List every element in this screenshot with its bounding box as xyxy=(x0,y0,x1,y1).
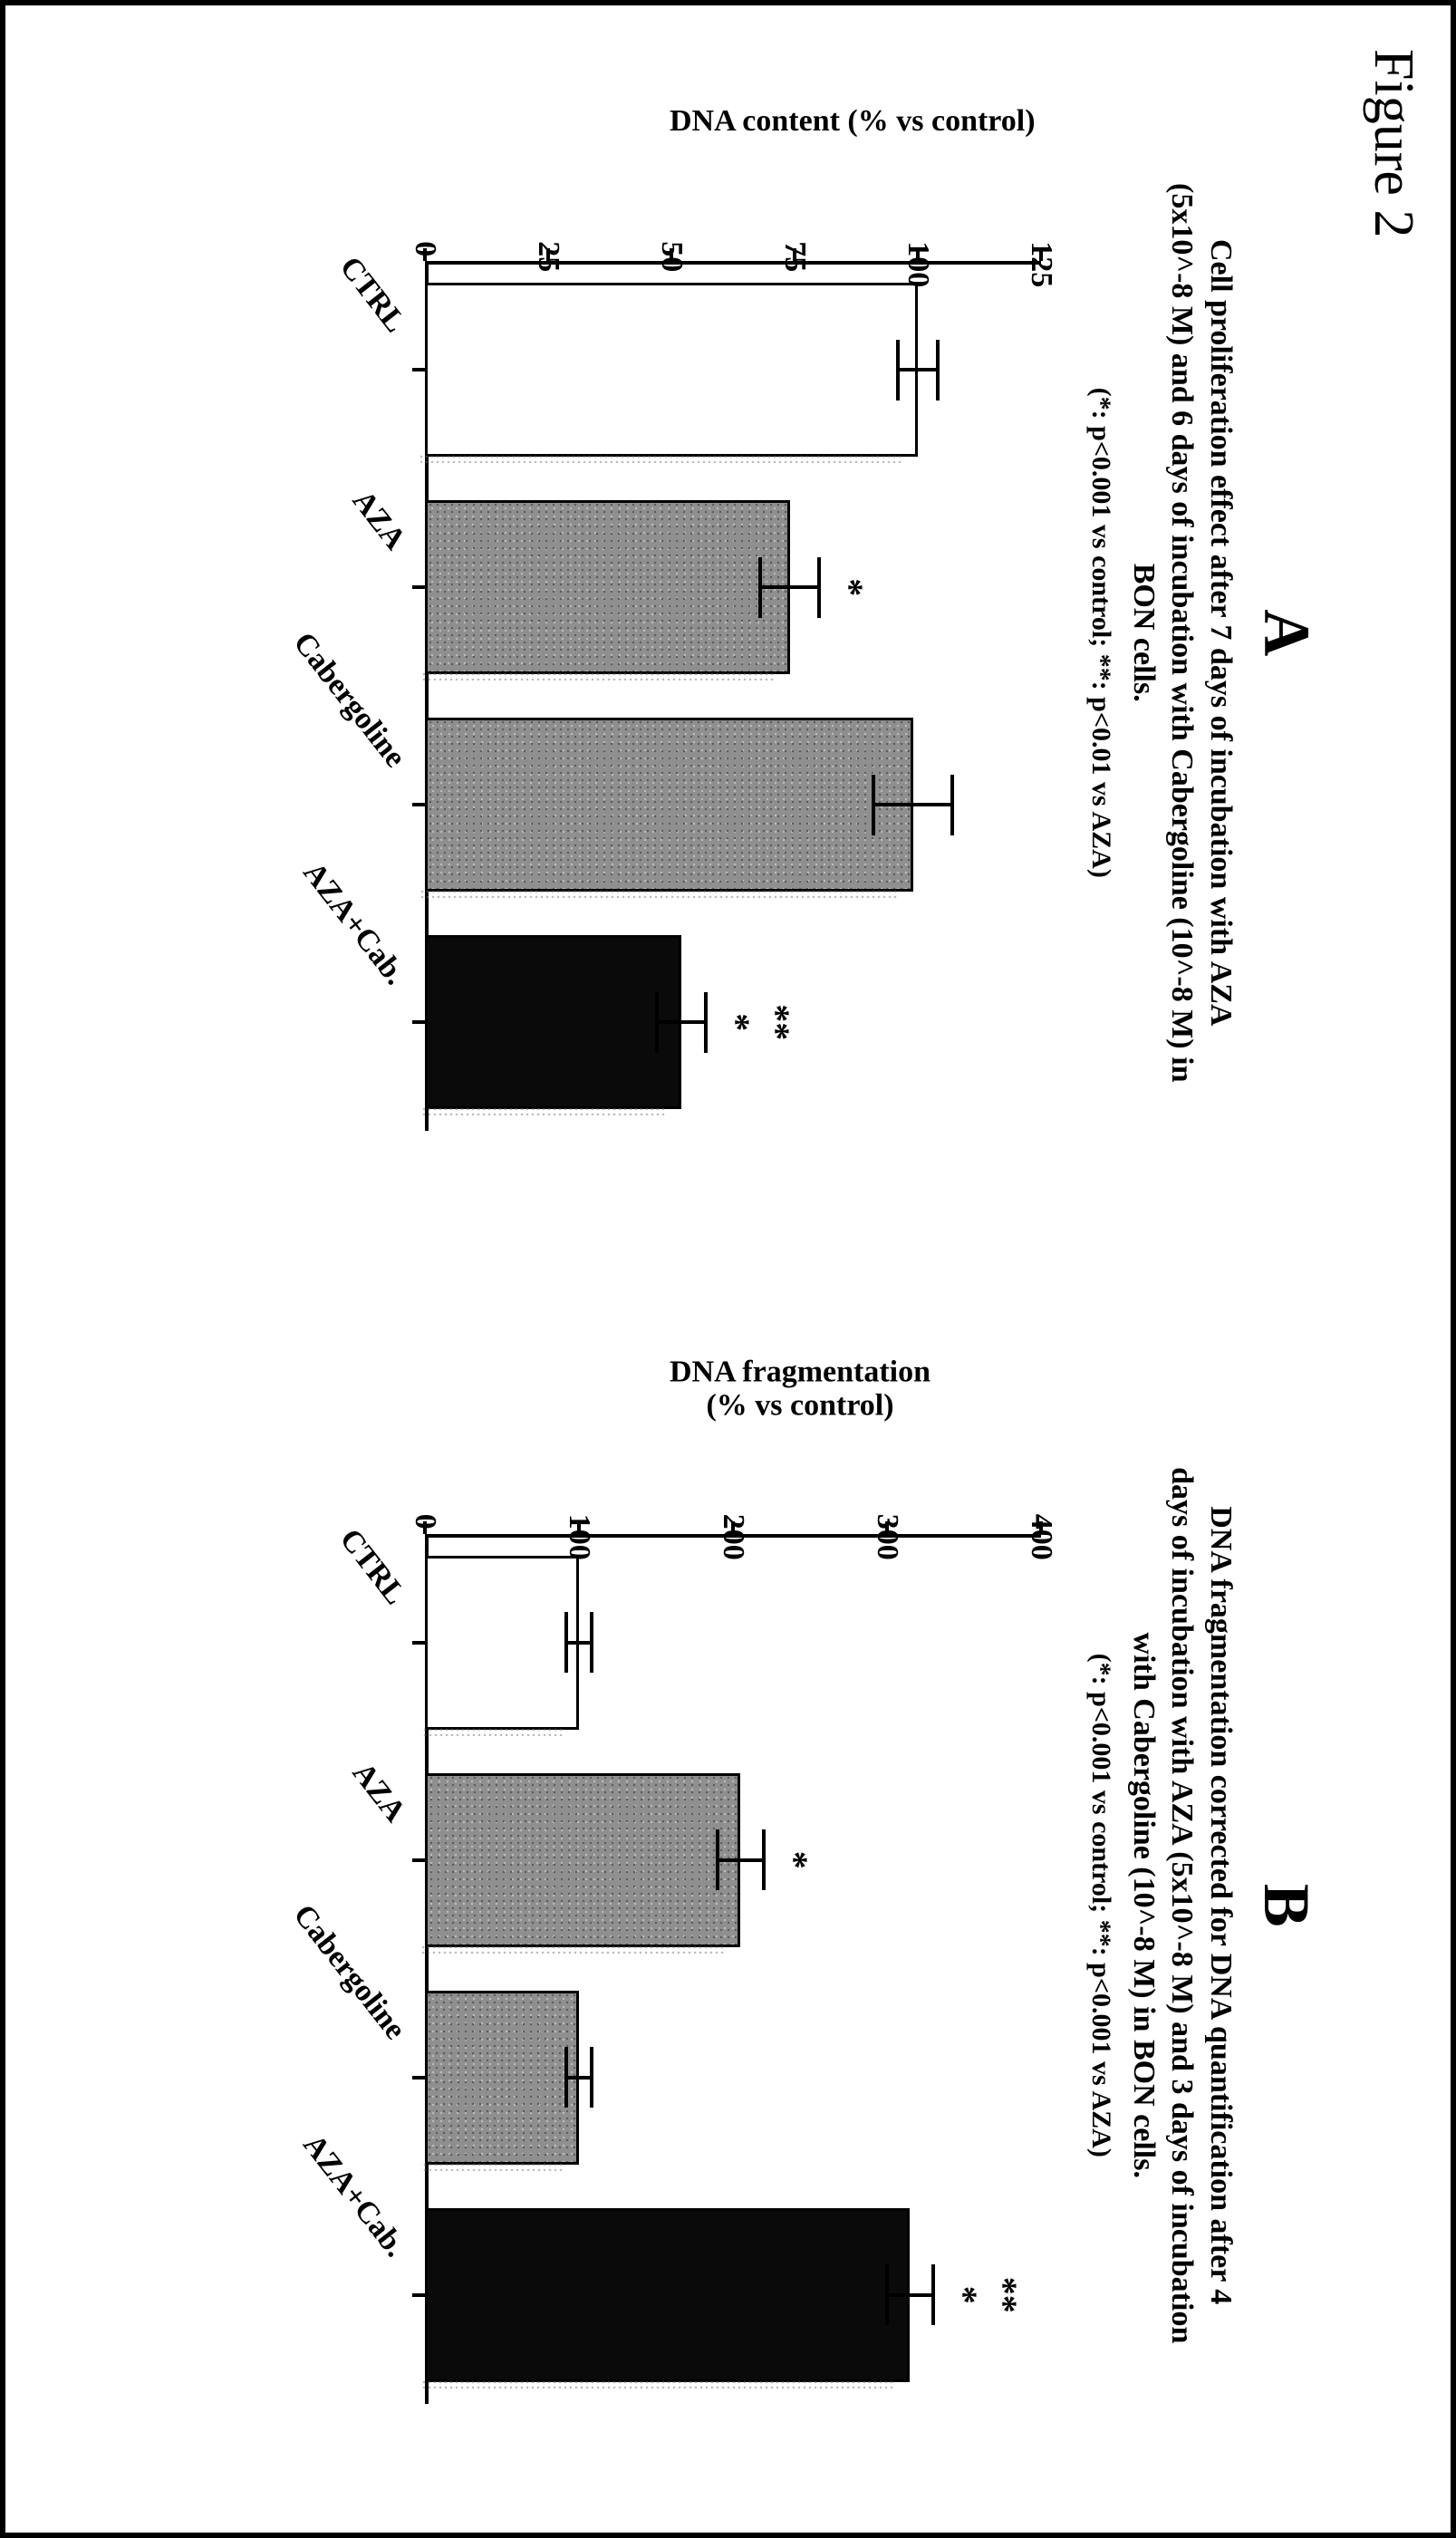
category-label: Cabergoline xyxy=(286,626,412,774)
panel-b-ylabel-line: (% vs control) xyxy=(670,1389,930,1423)
panel-a-title: Cell proliferation effect after 7 days o… xyxy=(1124,183,1240,1082)
panel-b-ylabel-line: DNA fragmentation xyxy=(670,1355,930,1388)
panel-b-title-line: with Cabergoline (10^-8 M) in BON cells. xyxy=(1124,1467,1163,2343)
bar xyxy=(425,2208,911,2382)
panel-a-plot: **** 0255075100125CTRLAZACabergolineAZA+… xyxy=(425,261,1041,1131)
error-bar xyxy=(566,1641,591,1645)
panel-a-ylabel: DNA content (% vs control) xyxy=(670,104,1036,139)
error-bar xyxy=(887,2293,933,2297)
category-label: AZA+Cab. xyxy=(295,855,412,991)
bar xyxy=(425,283,918,457)
error-cap xyxy=(655,992,659,1053)
panel-b-note: (*: p<0.001 vs control; **: p<0.001 vs A… xyxy=(1085,1654,1119,2157)
x-tick xyxy=(412,585,425,589)
significance-mark: * xyxy=(716,968,758,1076)
error-bar xyxy=(760,585,819,589)
category-label: Cabergoline xyxy=(286,1898,412,2046)
panel-a-chart: DNA content (% vs control) **** 02550751… xyxy=(271,107,1068,1158)
error-cap xyxy=(950,775,954,835)
category-label: CTRL xyxy=(333,250,412,339)
bar xyxy=(425,718,913,892)
panel-a-title-line: Cell proliferation effect after 7 days o… xyxy=(1201,183,1240,1082)
error-cap xyxy=(817,557,821,618)
x-tick xyxy=(412,803,425,806)
error-cap xyxy=(564,2047,568,2108)
error-bar xyxy=(873,803,952,806)
bar xyxy=(425,1991,579,2165)
panel-b-title-line: DNA fragmentation corrected for DNA quan… xyxy=(1201,1467,1240,2343)
bar xyxy=(425,1556,579,1730)
x-tick xyxy=(412,1641,425,1645)
panel-a: A Cell proliferation effect after 7 days… xyxy=(42,60,1324,1206)
significance-mark: * xyxy=(774,1806,816,1915)
page: Figure 2 A Cell proliferation effect aft… xyxy=(0,0,1456,2538)
x-tick xyxy=(412,2076,425,2080)
error-cap xyxy=(716,1829,719,1890)
panel-a-letter: A xyxy=(1249,609,1324,656)
error-cap xyxy=(936,340,940,400)
significance-mark: ** xyxy=(756,968,798,1076)
category-label: AZA xyxy=(345,484,412,556)
error-cap xyxy=(590,1612,593,1673)
error-cap xyxy=(931,2264,935,2325)
significance-mark: * xyxy=(829,533,872,642)
error-bar xyxy=(657,1020,706,1024)
error-cap xyxy=(872,775,875,835)
category-label: AZA+Cab. xyxy=(295,2128,412,2264)
panels-row: A Cell proliferation effect after 7 days… xyxy=(42,60,1324,2478)
panel-b-letter: B xyxy=(1249,1884,1324,1927)
significance-mark: ** xyxy=(983,2241,1026,2350)
x-tick xyxy=(412,1020,425,1024)
error-cap xyxy=(885,2264,889,2325)
panel-b: B DNA fragmentation corrected for DNA qu… xyxy=(42,1333,1324,2479)
x-tick xyxy=(412,368,425,372)
error-bar xyxy=(898,368,938,372)
panel-b-plot: **** 0100200300400CTRLAZACabergolineAZA+… xyxy=(425,1534,1041,2404)
panel-b-title-line: days of incubation with AZA (5x10^-8 M) … xyxy=(1162,1467,1201,2343)
error-cap xyxy=(704,992,708,1053)
panel-b-title: DNA fragmentation corrected for DNA quan… xyxy=(1124,1467,1240,2343)
bar xyxy=(425,1773,741,1947)
rotated-content: Figure 2 A Cell proliferation effect aft… xyxy=(5,5,1451,2533)
panel-b-bars: **** xyxy=(425,1534,1041,2404)
category-label: CTRL xyxy=(333,1523,412,1612)
error-cap xyxy=(758,557,762,618)
error-bar xyxy=(718,1858,764,1862)
category-label: AZA xyxy=(345,1757,412,1829)
error-cap xyxy=(564,1612,568,1673)
error-bar xyxy=(566,2076,591,2080)
significance-mark: * xyxy=(943,2241,986,2350)
error-cap xyxy=(590,2047,593,2108)
error-cap xyxy=(762,1829,766,1890)
panel-a-title-line: (5x10^-8 M) and 6 days of incubation wit… xyxy=(1162,183,1201,1082)
x-tick xyxy=(412,2293,425,2297)
error-cap xyxy=(896,340,900,400)
panel-a-bars: **** xyxy=(425,261,1041,1131)
panel-b-chart: DNA fragmentation (% vs control) **** 01… xyxy=(271,1380,1068,2431)
panel-b-ylabel: DNA fragmentation (% vs control) xyxy=(670,1355,930,1423)
x-tick xyxy=(412,1858,425,1862)
figure-label: Figure 2 xyxy=(1361,49,1425,237)
panel-a-note: (*: p<0.001 vs control; **: p<0.01 vs AZ… xyxy=(1085,388,1119,878)
bar xyxy=(425,935,681,1109)
bar xyxy=(425,500,790,674)
panel-a-title-line: BON cells. xyxy=(1124,183,1163,1082)
